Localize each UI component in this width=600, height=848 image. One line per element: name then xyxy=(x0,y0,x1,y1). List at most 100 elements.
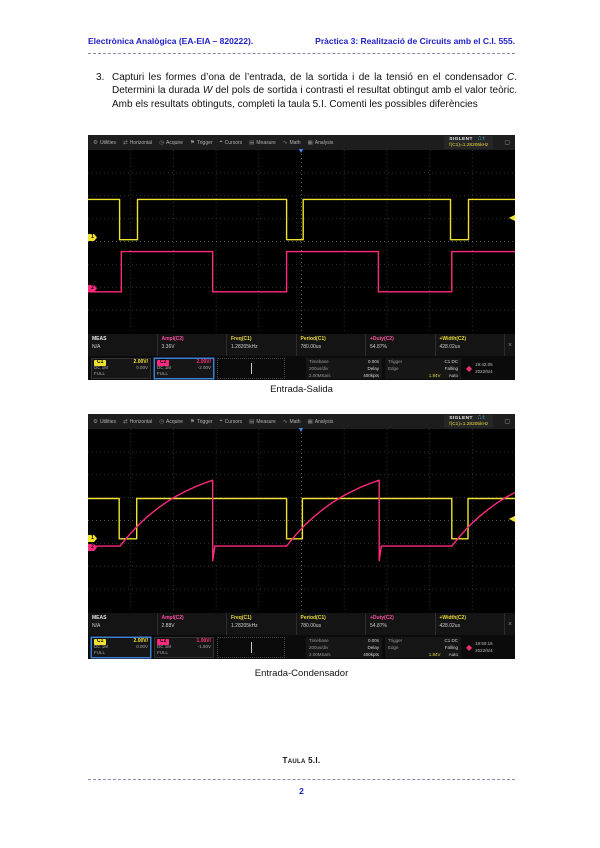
oscilloscope-screenshot-entrada-condensador: ⚙ Utilities ⇄ Horizontal ◷ Acquire ⚑ Trigger ⌖ Cu… xyxy=(88,414,515,659)
menu-item-math[interactable]: ∿ Math xyxy=(282,139,301,146)
measurement-value: 1.28205kHz xyxy=(231,622,258,629)
measurement-slot[interactable]: Freq(C1) 1.28205kHz xyxy=(227,613,297,635)
gear-icon: ⚙ xyxy=(93,139,98,146)
channel-bandwidth: FULL xyxy=(94,650,106,656)
scope-menu-bar: ⚙ Utilities ⇄ Horizontal ◷ Acquire ⚑ Trigger ⌖ Cu… xyxy=(88,414,515,429)
menu-item-trigger[interactable]: ⚑ Trigger xyxy=(189,139,213,146)
brand-logo: SIGLENT xyxy=(449,136,473,142)
trace-ch2 xyxy=(88,250,515,293)
status-date: 2022/5/4 xyxy=(475,647,493,653)
scope-graticule xyxy=(88,150,515,333)
close-icon[interactable]: × xyxy=(507,620,513,628)
channel-offset: 0.00V xyxy=(136,365,148,371)
scope-graticule xyxy=(88,429,515,612)
measurement-slot[interactable]: Ampl(C2) 2.88V xyxy=(158,613,227,635)
trigger-position-marker[interactable]: ▼ xyxy=(297,148,305,155)
ch2-offset-marker[interactable]: 2 xyxy=(88,544,97,551)
menu-item-utilities[interactable]: ⚙ Utilities xyxy=(93,418,117,425)
measurement-slot[interactable]: Period(C1) 780.00us xyxy=(297,334,366,356)
holdoff-indicator xyxy=(217,637,285,658)
menu-item-measure[interactable]: ▤ Measure xyxy=(249,418,276,425)
ch1-offset-marker[interactable]: 1 xyxy=(88,234,97,241)
window-icon[interactable]: ▢ xyxy=(504,140,510,146)
channel-scale: 1.00V/ xyxy=(196,638,211,644)
measurement-slot[interactable]: +Duty(C2) 54.87% xyxy=(366,613,436,635)
channel-box-c2[interactable]: C2 1.00V/DC 1M -1.50V FULL xyxy=(154,637,214,658)
status-date: 2022/5/4 xyxy=(475,368,493,374)
measurement-slot[interactable]: +Width(C2) 428.02us xyxy=(436,613,505,635)
ch2-offset-marker[interactable]: 2 xyxy=(88,285,97,292)
channel-scale: 2.00V/ xyxy=(196,359,211,365)
acquire-icon: ◷ xyxy=(159,418,164,425)
caption-entrada-salida: Entrada-Salida xyxy=(270,384,333,395)
channel-tab: C1 xyxy=(94,359,107,366)
timebase-box[interactable]: Timebase 0.00s 200us/div Delay 2.00MSa/s 400k… xyxy=(306,358,382,379)
channel-box-c2[interactable]: C2 2.00V/DC 1M -2.00V FULL xyxy=(154,358,214,379)
menu-item-acquire[interactable]: ◷ Acquire xyxy=(159,139,183,146)
measurement-slot[interactable]: Freq(C1) 1.28205kHz xyxy=(227,334,297,356)
trigger-box[interactable]: Trigger C1 DC Edge Falling 1.84V Auto xyxy=(385,358,461,379)
list-item-text: Capturi les formes d’ona de l’entrada, d… xyxy=(112,72,518,110)
channel-box-c1[interactable]: C1 2.00V/DC 1M 0.00V FULL xyxy=(91,637,151,658)
trigger-level-marker[interactable]: ◀ xyxy=(508,514,515,523)
measurement-slot[interactable]: MEAS N/A xyxy=(88,334,158,356)
menu-item-analysis[interactable]: ▦ Analysis xyxy=(307,139,334,146)
channel-box-c1[interactable]: C1 2.00V/DC 1M 0.00V FULL xyxy=(91,358,151,379)
channel-offset: -2.00V xyxy=(197,365,211,371)
menu-item-utilities[interactable]: ⚙ Utilities xyxy=(93,139,117,146)
measurement-value: 780.00us xyxy=(300,343,322,350)
timebase-box[interactable]: Timebase 0.00s 200us/div Delay 2.00MSa/s 400k… xyxy=(306,637,382,658)
measurement-slot[interactable]: Period(C1) 780.00us xyxy=(297,613,366,635)
measurement-label: Freq(C1) xyxy=(231,335,252,342)
frequency-counter: f(C1)=1.28205kHz xyxy=(449,421,489,427)
channel-offset: 0.00V xyxy=(136,644,148,650)
clock-block: ◆ 19:50:15 2022/5/4 xyxy=(464,637,512,658)
channel-bandwidth: FULL xyxy=(157,371,169,377)
menu-item-cursors[interactable]: ⌖ Cursors xyxy=(219,139,243,146)
window-icon[interactable]: ▢ xyxy=(504,419,510,425)
menu-item-analysis[interactable]: ▦ Analysis xyxy=(307,418,334,425)
math-icon: ∿ xyxy=(282,139,288,146)
trigger-status: ⎍ f: xyxy=(477,136,486,142)
measurement-label: Ampl(C2) xyxy=(161,614,184,621)
brand-block: SIGLENT ⎍ f: f(C1)=1.28205kHz xyxy=(444,414,494,429)
status-bar: C1 2.00V/DC 1M 0.00V FULL C2 2.00V/DC 1M -2.00… xyxy=(88,356,515,380)
menu-item-trigger[interactable]: ⚑ Trigger xyxy=(189,418,213,425)
measurement-slot[interactable]: +Duty(C2) 54.87% xyxy=(366,334,436,356)
measurement-label: +Duty(C2) xyxy=(370,614,394,621)
page-number: 2 xyxy=(299,786,304,796)
menu-item-measure[interactable]: ▤ Measure xyxy=(249,139,276,146)
menu-item-math[interactable]: ∿ Math xyxy=(282,418,301,425)
measurement-bar: MEAS N/A Ampl(C2) 3.36V Freq(C1) 1.28205kHz Pe… xyxy=(88,333,515,356)
measurement-value: N/A xyxy=(92,343,101,350)
measurement-slot[interactable]: MEAS N/A xyxy=(88,613,158,635)
analysis-icon: ▦ xyxy=(307,139,313,146)
menu-item-acquire[interactable]: ◷ Acquire xyxy=(159,418,183,425)
trigger-box[interactable]: Trigger C1 DC Edge Falling 1.84V Auto xyxy=(385,637,461,658)
menu-item-horizontal[interactable]: ⇄ Horizontal xyxy=(123,139,153,146)
measurement-slot[interactable]: +Width(C2) 428.02us xyxy=(436,334,505,356)
trace-ch1 xyxy=(88,198,515,241)
analysis-icon: ▦ xyxy=(307,418,313,425)
menu-item-cursors[interactable]: ⌖ Cursors xyxy=(219,418,243,425)
scope-plot-area: 1 2 ◀ ▼ xyxy=(88,427,515,612)
measurement-label: +Duty(C2) xyxy=(370,335,394,342)
trigger-level-marker[interactable]: ◀ xyxy=(508,213,515,222)
measure-icon: ▤ xyxy=(249,139,255,146)
trigger-position-marker[interactable]: ▼ xyxy=(297,427,305,434)
measurement-value: 428.02us xyxy=(439,622,461,629)
page-header: Electrònica Analògica (EA-EIA – 820222).… xyxy=(88,36,515,46)
scope-plot-area: 1 2 ◀ ▼ xyxy=(88,148,515,333)
close-icon[interactable]: × xyxy=(507,341,513,349)
ch1-offset-marker[interactable]: 1 xyxy=(88,535,97,542)
measurement-value: 3.36V xyxy=(161,343,175,350)
header-divider xyxy=(88,53,515,54)
channel-scale: 2.00V/ xyxy=(133,359,148,365)
status-time: 19:50:15 xyxy=(475,641,493,647)
measurement-slot[interactable]: Ampl(C2) 3.36V xyxy=(158,334,227,356)
siglent-logo-icon: ◆ xyxy=(466,364,473,373)
menu-item-horizontal[interactable]: ⇄ Horizontal xyxy=(123,418,153,425)
math-icon: ∿ xyxy=(282,418,288,425)
trigger-flag-icon: ⚑ xyxy=(189,139,195,146)
